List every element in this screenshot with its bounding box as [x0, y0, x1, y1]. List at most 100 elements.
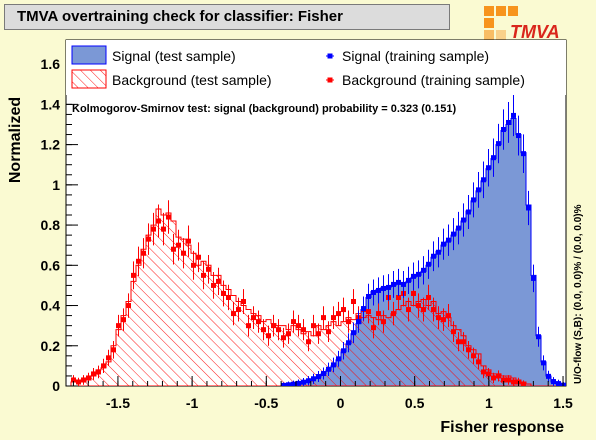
signal-train-point — [316, 371, 321, 383]
background-train-point — [266, 325, 271, 346]
background-train-point — [251, 306, 256, 330]
chart-title: TMVA overtraining check for classifier: … — [4, 4, 450, 30]
signal-train-point — [386, 274, 391, 301]
signal-train-point — [461, 203, 466, 237]
overflow-text: U/O-flow (S,B): (0.0, 0.0)% / (0.0, 0.0)… — [573, 204, 584, 384]
background-train-point — [371, 316, 376, 339]
legend-signal-train-marker — [326, 53, 334, 59]
background-train-point — [481, 365, 486, 379]
signal-train-point — [541, 355, 546, 371]
background-train-point — [211, 272, 216, 299]
background-train-point — [336, 301, 341, 326]
signal-train-point — [351, 322, 356, 343]
background-train-point — [111, 340, 116, 359]
background-train-point — [456, 332, 461, 352]
legend-signal-test-label: Signal (test sample) — [112, 48, 236, 64]
background-train-point — [326, 321, 331, 343]
background-train-point — [191, 250, 196, 280]
background-train-point — [196, 242, 201, 273]
x-tick-label: 0 — [337, 395, 345, 411]
signal-train-point — [391, 270, 396, 298]
x-tick-label: 0.5 — [405, 395, 425, 411]
background-train-point — [406, 297, 411, 322]
signal-train-point — [536, 326, 541, 347]
signal-train-point — [361, 296, 366, 321]
background-train-point — [101, 358, 106, 373]
signal-train-point — [301, 377, 306, 386]
background-train-point — [231, 301, 236, 326]
y-tick-label: 1.2 — [41, 137, 61, 153]
background-train-point — [221, 280, 226, 307]
signal-train-point — [346, 333, 351, 353]
signal-train-point — [436, 237, 441, 268]
background-train-point — [451, 321, 456, 343]
background-train-point — [126, 293, 131, 318]
signal-train-point — [366, 283, 371, 310]
y-tick-label: 0 — [52, 378, 60, 394]
background-train-point — [261, 319, 266, 341]
background-train-point — [321, 306, 326, 330]
signal-train-point — [481, 161, 486, 199]
background-train-point — [246, 314, 251, 337]
signal-train-point — [471, 182, 476, 218]
signal-train-point — [456, 211, 461, 245]
signal-train-point — [331, 357, 336, 373]
signal-train-point — [551, 377, 556, 386]
background-train-point — [276, 319, 281, 341]
background-train-point — [151, 212, 156, 246]
background-train-point — [201, 261, 206, 290]
background-train-point — [496, 370, 501, 382]
legend-box — [66, 40, 566, 95]
background-train-point — [376, 301, 381, 326]
background-train-point — [121, 308, 126, 331]
x-tick-label: 1.5 — [553, 395, 573, 411]
background-train-point — [421, 297, 426, 322]
y-tick-label: 0.2 — [41, 338, 61, 354]
legend-signal-train-label: Signal (training sample) — [342, 48, 489, 64]
signal-train-point — [486, 148, 491, 187]
y-tick-label: 0.8 — [41, 217, 61, 233]
background-train-point — [441, 308, 446, 331]
background-train-point — [286, 323, 291, 344]
background-train-point — [301, 319, 306, 341]
signal-train-point — [326, 362, 331, 376]
signal-train-point — [341, 342, 346, 360]
background-train-point — [521, 380, 526, 386]
background-train-point — [316, 323, 321, 344]
background-train-point — [241, 289, 246, 314]
background-train-point — [81, 375, 86, 385]
logo-squares-icon — [484, 6, 518, 40]
background-train-point — [141, 238, 146, 269]
signal-train-point — [526, 190, 531, 226]
legend-signal-test-swatch — [71, 45, 107, 65]
background-train-point — [291, 310, 296, 333]
x-tick-label: 1 — [485, 395, 493, 411]
signal-train-point — [521, 134, 526, 173]
background-train-point — [116, 314, 121, 337]
background-train-point — [176, 229, 181, 261]
signal-train-point — [411, 262, 416, 291]
y-tick-label: 0.6 — [41, 257, 61, 273]
background-train-point — [446, 304, 451, 328]
background-train-point — [226, 284, 231, 311]
signal-train-point — [421, 256, 426, 285]
background-train-point — [216, 267, 221, 296]
background-train-point — [466, 340, 471, 359]
x-axis-title: Fisher response — [440, 419, 564, 436]
background-train-point — [391, 301, 396, 326]
signal-train-point — [441, 228, 446, 260]
background-train-point — [506, 375, 511, 385]
background-train-point — [431, 297, 436, 322]
signal-train-point — [396, 268, 401, 296]
x-tick-label: -0.5 — [254, 395, 278, 411]
signal-train-point — [511, 94, 516, 137]
background-train-point — [161, 212, 166, 246]
signal-train-point — [376, 277, 381, 304]
background-train-point — [186, 225, 191, 257]
y-tick-label: 0.4 — [41, 298, 61, 314]
background-train-point — [346, 310, 351, 333]
signal-train-point — [381, 275, 386, 302]
y-axis-title: Normalized — [7, 97, 24, 183]
background-train-point — [146, 223, 151, 255]
